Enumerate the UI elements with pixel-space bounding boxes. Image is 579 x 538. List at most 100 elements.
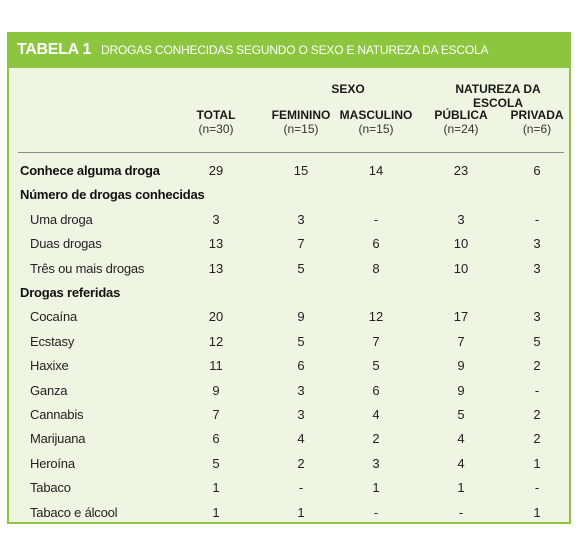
table-cell: 17 <box>453 309 469 325</box>
table-row: Cannabis 7 3 4 5 2 <box>0 403 579 427</box>
table-row: Número de drogas conhecidas <box>0 183 579 207</box>
col-header-publica-label: PÚBLICA <box>434 108 488 122</box>
table-cell: 2 <box>533 407 541 422</box>
row-label: Heroína <box>30 455 75 471</box>
table-cell: 13 <box>208 236 224 252</box>
table-row: Ecstasy 12 5 7 7 5 <box>0 330 579 354</box>
col-header-total-n: (n=30) <box>198 122 234 136</box>
table-cell: 6 <box>372 382 380 398</box>
table-row: Drogas referidas <box>0 281 579 305</box>
table-cell: 10 <box>453 260 469 276</box>
table-cell: 5 <box>297 260 305 276</box>
group-header-sexo: SEXO <box>331 82 365 96</box>
table-cell: 5 <box>372 358 380 374</box>
table-cell: 2 <box>533 358 541 374</box>
table-cell: 12 <box>208 333 224 349</box>
col-header-feminino: FEMININO (n=15) <box>266 108 336 136</box>
row-label: Marijuana <box>30 431 86 447</box>
table-cell: 6 <box>297 358 305 374</box>
row-label: Duas drogas <box>30 236 102 252</box>
table-row: Heroína 5 2 3 4 1 <box>0 452 579 476</box>
row-section-label: Drogas referidas <box>20 285 121 300</box>
table-cell: - <box>534 382 540 398</box>
table-row: Conhece alguma droga 29 15 14 23 6 <box>0 159 579 183</box>
table-cell: 1 <box>297 504 305 520</box>
table-cell: 3 <box>457 211 465 227</box>
row-label: Ganza <box>30 382 68 398</box>
table-cell: 1 <box>457 480 465 496</box>
table-cell: - <box>534 211 540 227</box>
table-row: Ganza 9 3 6 9 - <box>0 379 579 403</box>
table-cell: 15 <box>293 163 309 178</box>
row-label: Cocaína <box>30 309 78 325</box>
row-label: Três ou mais drogas <box>30 260 145 276</box>
table-cell: 6 <box>533 163 541 178</box>
table-cell: 7 <box>372 333 380 349</box>
table-cell: 7 <box>297 236 305 252</box>
table-cell: 23 <box>453 163 469 178</box>
table-row: Tabaco e álcool 1 1 - - 1 <box>0 501 579 525</box>
table-cell: 1 <box>533 455 541 471</box>
table-cell: 9 <box>297 309 305 325</box>
table-cell: 3 <box>297 211 305 227</box>
col-header-privada-n: (n=6) <box>522 122 552 136</box>
table-cell: 10 <box>453 236 469 252</box>
table-row: Tabaco 1 - 1 1 - <box>0 476 579 500</box>
table-cell: 1 <box>212 480 220 496</box>
col-header-publica-n: (n=24) <box>443 122 479 136</box>
col-header-masculino-n: (n=15) <box>358 122 394 136</box>
table-cell: 4 <box>372 407 380 422</box>
table-cell: 2 <box>297 455 305 471</box>
table-number: TABELA 1 <box>17 41 92 58</box>
table-cell: 6 <box>212 431 220 447</box>
table-cell: 12 <box>368 309 384 325</box>
table-cell: 5 <box>212 455 220 471</box>
table-cell: 14 <box>368 163 384 178</box>
table-cell: 1 <box>212 504 220 520</box>
table-title-bar: TABELA 1 DROGAS CONHECIDAS SEGUNDO O SEX… <box>7 32 571 68</box>
group-header-escola: NATUREZA DA ESCOLA <box>455 82 541 110</box>
table-row: Marijuana 6 4 2 4 2 <box>0 427 579 451</box>
row-label: Cannabis <box>30 407 84 422</box>
table-cell: 2 <box>533 431 541 447</box>
table-cell: 1 <box>372 480 380 496</box>
table-row: Duas drogas 13 7 6 10 3 <box>0 232 579 256</box>
table-row: Três ou mais drogas 13 5 8 10 3 <box>0 257 579 281</box>
table-cell: - <box>298 480 304 496</box>
table-cell: 7 <box>457 333 465 349</box>
row-label: Ecstasy <box>30 333 75 349</box>
table-cell: 9 <box>212 382 220 398</box>
header-separator <box>18 152 564 153</box>
table-cell: 3 <box>212 211 220 227</box>
table-cell: - <box>373 211 379 227</box>
table-cell: 11 <box>209 358 223 374</box>
col-header-privada: PRIVADA (n=6) <box>504 108 570 136</box>
table-cell: 7 <box>212 407 220 422</box>
row-label: Haxixe <box>30 358 69 374</box>
table-cell: 13 <box>208 260 224 276</box>
col-header-total: TOTAL (n=30) <box>186 108 246 136</box>
table-row: Cocaína 20 9 12 17 3 <box>0 305 579 329</box>
row-label: Tabaco <box>30 480 71 496</box>
col-header-masculino-label: MASCULINO <box>339 108 413 122</box>
row-section-label: Conhece alguma droga <box>20 163 160 178</box>
table-row: Haxixe 11 6 5 9 2 <box>0 354 579 378</box>
table-row: Uma droga 3 3 - 3 - <box>0 208 579 232</box>
table-cell: 1 <box>533 504 541 520</box>
table-cell: - <box>534 480 540 496</box>
row-label: Uma droga <box>30 211 93 227</box>
row-label: Tabaco e álcool <box>30 504 118 520</box>
col-header-feminino-label: FEMININO <box>271 108 331 122</box>
table-cell: 3 <box>297 382 305 398</box>
col-header-publica: PÚBLICA (n=24) <box>424 108 498 136</box>
table-cell: - <box>373 504 379 520</box>
table-cell: 5 <box>457 407 465 422</box>
table-cell: 4 <box>457 455 465 471</box>
table-cell: 3 <box>533 309 541 325</box>
table-cell: 5 <box>533 333 541 349</box>
col-header-total-label: TOTAL <box>196 108 236 122</box>
col-header-feminino-n: (n=15) <box>283 122 319 136</box>
table-cell: 5 <box>297 333 305 349</box>
table-cell: - <box>458 504 464 520</box>
table-cell: 8 <box>372 260 380 276</box>
